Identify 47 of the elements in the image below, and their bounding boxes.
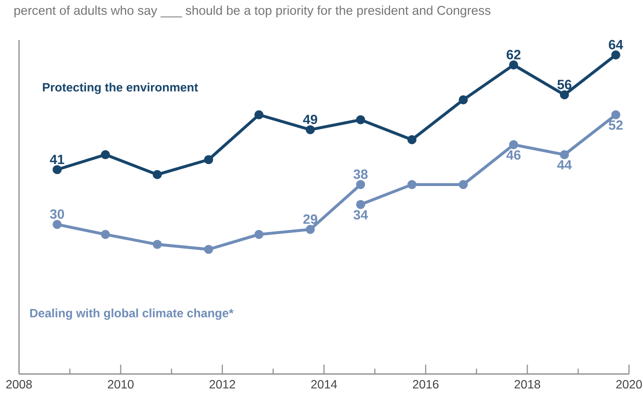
point	[407, 135, 416, 144]
point	[458, 180, 468, 190]
point	[611, 110, 620, 120]
data-label: 52	[608, 120, 623, 130]
point	[407, 180, 416, 190]
point	[52, 220, 62, 229]
point	[152, 170, 162, 180]
point	[611, 50, 620, 60]
point	[254, 230, 264, 239]
data-label: 46	[506, 150, 521, 160]
point	[100, 230, 110, 239]
point	[560, 90, 569, 100]
point	[204, 244, 214, 254]
data-label: 62	[506, 50, 520, 60]
x-tick-label: 2016	[412, 380, 438, 389]
text: Protecting the environment	[42, 82, 198, 94]
text: Dealing with global climate change*	[30, 308, 234, 320]
x-tick-label: 2008	[6, 380, 32, 389]
point	[204, 155, 214, 164]
chart-title: percent of adults who say ___ should be a top priority for the president and Congress	[14, 6, 490, 18]
point	[254, 110, 264, 120]
x-tick-label: 2010	[108, 380, 134, 389]
data-label: 41	[50, 154, 64, 164]
point	[509, 60, 518, 70]
x-tick-label: 2020	[616, 380, 642, 389]
data-label: 64	[608, 40, 624, 50]
point	[458, 95, 468, 104]
data-label: 49	[303, 114, 318, 124]
point	[509, 140, 518, 150]
point	[152, 240, 162, 249]
data-label: 38	[354, 170, 368, 179]
x-tick-label: 2014	[311, 380, 337, 389]
point	[52, 165, 62, 174]
x-tick-label: 2018	[514, 380, 540, 389]
point	[356, 180, 366, 190]
point	[560, 150, 569, 160]
data-label: 30	[50, 209, 64, 219]
point	[356, 115, 366, 124]
data-label: 29	[303, 214, 318, 224]
point	[100, 150, 110, 160]
data-label: 56	[557, 80, 572, 90]
x-tick-label: 2012	[210, 380, 236, 389]
data-label: 44	[557, 160, 572, 170]
point	[306, 125, 315, 134]
point	[356, 200, 366, 210]
data-label: 34	[354, 210, 368, 220]
point	[306, 224, 315, 234]
